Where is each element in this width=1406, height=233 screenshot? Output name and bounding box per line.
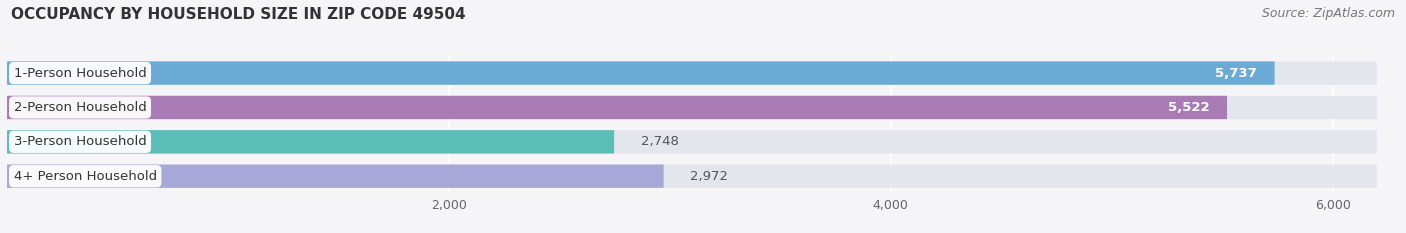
FancyBboxPatch shape bbox=[7, 164, 664, 188]
Text: 5,522: 5,522 bbox=[1168, 101, 1209, 114]
Text: 2-Person Household: 2-Person Household bbox=[14, 101, 146, 114]
Text: 4+ Person Household: 4+ Person Household bbox=[14, 170, 157, 183]
Text: 2,748: 2,748 bbox=[641, 135, 679, 148]
FancyBboxPatch shape bbox=[7, 96, 1376, 119]
FancyBboxPatch shape bbox=[7, 96, 1227, 119]
Text: 2,972: 2,972 bbox=[690, 170, 728, 183]
FancyBboxPatch shape bbox=[7, 62, 1275, 85]
FancyBboxPatch shape bbox=[7, 130, 1376, 154]
FancyBboxPatch shape bbox=[7, 62, 1376, 85]
Text: OCCUPANCY BY HOUSEHOLD SIZE IN ZIP CODE 49504: OCCUPANCY BY HOUSEHOLD SIZE IN ZIP CODE … bbox=[11, 7, 465, 22]
Text: Source: ZipAtlas.com: Source: ZipAtlas.com bbox=[1261, 7, 1395, 20]
Text: 5,737: 5,737 bbox=[1215, 67, 1257, 80]
Text: 3-Person Household: 3-Person Household bbox=[14, 135, 146, 148]
FancyBboxPatch shape bbox=[7, 130, 614, 154]
FancyBboxPatch shape bbox=[7, 164, 1376, 188]
Text: 1-Person Household: 1-Person Household bbox=[14, 67, 146, 80]
